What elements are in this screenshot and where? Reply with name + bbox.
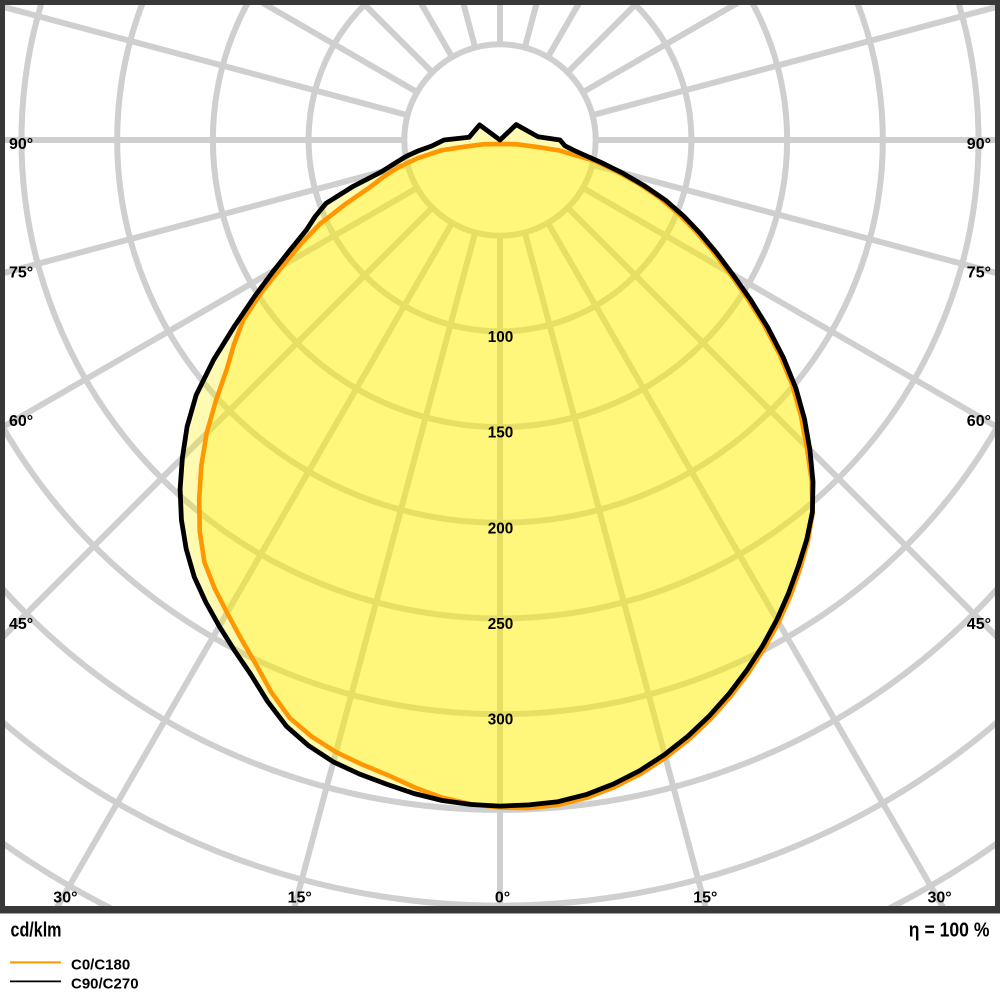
svg-text:45°: 45° xyxy=(9,616,33,633)
svg-text:200: 200 xyxy=(488,520,514,537)
svg-text:75°: 75° xyxy=(967,264,991,281)
svg-text:300: 300 xyxy=(488,712,514,729)
svg-text:150: 150 xyxy=(488,425,514,442)
svg-text:30°: 30° xyxy=(53,890,77,907)
svg-text:cd/klm: cd/klm xyxy=(11,919,62,941)
svg-text:0°: 0° xyxy=(495,890,510,907)
svg-text:45°: 45° xyxy=(967,616,991,633)
svg-text:60°: 60° xyxy=(967,413,991,430)
svg-text:η = 100 %: η = 100 % xyxy=(909,918,990,940)
svg-text:75°: 75° xyxy=(9,264,33,281)
svg-text:100: 100 xyxy=(488,329,514,346)
svg-text:90°: 90° xyxy=(9,136,33,153)
svg-text:250: 250 xyxy=(488,616,514,633)
svg-text:C90/C270: C90/C270 xyxy=(71,975,139,992)
svg-text:90°: 90° xyxy=(967,136,991,153)
svg-text:30°: 30° xyxy=(927,890,951,907)
svg-text:15°: 15° xyxy=(288,890,312,907)
svg-text:C0/C180: C0/C180 xyxy=(71,956,130,973)
svg-text:60°: 60° xyxy=(9,413,33,430)
svg-text:15°: 15° xyxy=(693,890,717,907)
